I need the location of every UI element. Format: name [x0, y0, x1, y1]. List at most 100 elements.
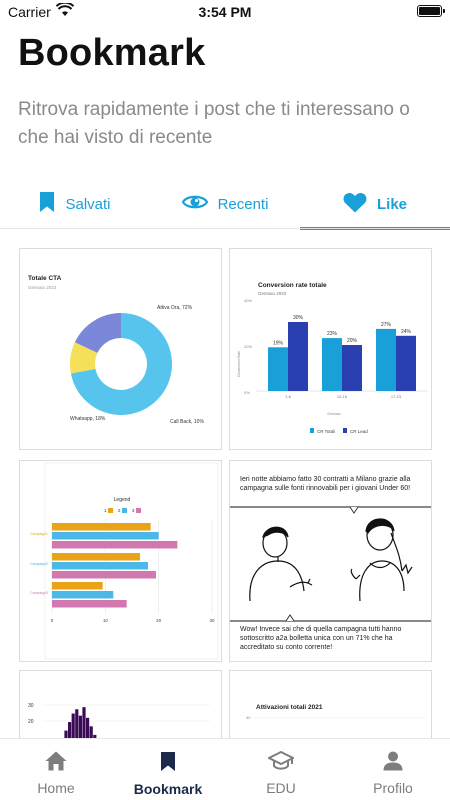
battery-icon	[417, 5, 445, 17]
data-label: 24%	[401, 329, 412, 335]
legend-label: 3	[132, 508, 135, 513]
legend-swatch	[136, 508, 141, 513]
eye-icon	[181, 193, 208, 215]
tab-salvati[interactable]: Salvati	[0, 178, 150, 230]
post-card-totale-cta[interactable]: Totale CTA Gennaio 2022 Attiva Ora, 72% …	[19, 248, 222, 450]
post-grid: Totale CTA Gennaio 2022 Attiva Ora, 72% …	[0, 230, 450, 738]
donut-slice	[74, 313, 121, 353]
post-card-conversion-rate[interactable]: Conversion rate totale Gennaio 2022 40% …	[229, 248, 432, 450]
y-tick: Campaign1	[30, 532, 48, 536]
bar	[52, 523, 151, 531]
nav-bookmark-label: Bookmark	[133, 781, 203, 797]
donut-slice	[70, 313, 172, 415]
user-icon	[383, 751, 403, 774]
bar	[52, 571, 156, 579]
data-label: 20%	[347, 338, 358, 344]
bar	[52, 541, 178, 549]
y-tick: 20	[28, 719, 34, 725]
home-icon	[45, 751, 67, 774]
comic-bottom-text: Wow! Invece sai che di quella campagna t…	[240, 626, 402, 651]
bar	[396, 335, 416, 391]
legend-title: Legend	[114, 497, 131, 503]
chart-title: Totale CTA	[28, 275, 62, 282]
legend-swatch	[122, 508, 127, 513]
bar	[268, 347, 288, 391]
nav-home[interactable]: Home	[0, 739, 112, 800]
chart-frame	[44, 462, 219, 660]
bar	[82, 707, 86, 738]
tab-recenti[interactable]: Recenti	[150, 178, 300, 230]
x-tick: 1-8	[285, 394, 292, 399]
x-tick: 10	[103, 618, 109, 623]
slice-label: Whatsapp, 18%	[70, 416, 106, 422]
comic-top-text: Ieri notte abbiamo fatto 30 contratti a …	[240, 476, 411, 492]
man-figure	[249, 526, 313, 602]
x-tick: 0	[51, 618, 54, 623]
chart-subtitle: Gennaio 2022	[28, 285, 57, 290]
legend-swatch	[343, 428, 347, 433]
bar	[52, 562, 148, 570]
y-tick: Campaign2	[30, 562, 48, 566]
totale-cta-chart: Totale CTA Gennaio 2022 Attiva Ora, 72% …	[28, 275, 204, 425]
legend-swatch	[108, 508, 113, 513]
slice-label: Attiva Ora, 72%	[157, 305, 193, 311]
tab-bar: Salvati Recenti Like	[0, 178, 450, 230]
nav-profilo[interactable]: Profilo	[337, 739, 449, 800]
tab-like[interactable]: Like	[300, 178, 450, 230]
bar	[64, 730, 68, 738]
bar-group: 19% 30% 1-8 23% 20% 10-16 27% 24% 17-23	[256, 315, 428, 399]
speech-tail	[285, 614, 295, 622]
carrier-label: Carrier	[8, 4, 51, 20]
graduation-cap-icon	[266, 750, 296, 774]
data-label: 19%	[273, 340, 284, 346]
donut-chart	[70, 313, 172, 415]
x-tick: 10-16	[337, 394, 348, 399]
y-axis-label: Conversion Rate	[237, 351, 241, 377]
woman-figure	[350, 518, 413, 602]
wifi-icon	[55, 1, 75, 20]
bar	[52, 553, 140, 561]
bar	[52, 600, 127, 608]
legend: 1 2 3	[104, 508, 141, 513]
y-tick: 40	[246, 715, 251, 720]
legend-label: 2	[118, 508, 121, 513]
chart-title: Attivazioni totali 2021	[256, 704, 323, 711]
bar	[93, 734, 97, 738]
post-card-comic[interactable]: Ieri notte abbiamo fatto 30 contratti a …	[229, 460, 432, 662]
donut-slice	[70, 342, 98, 374]
y-tick: 20%	[244, 344, 252, 349]
bar	[78, 715, 82, 738]
slice-label: Call Back, 10%	[170, 419, 204, 425]
bookmark-icon	[39, 191, 55, 217]
tabs-divider	[0, 228, 450, 229]
legend-label: CR Lead	[350, 429, 368, 434]
nav-edu-label: EDU	[266, 780, 296, 796]
nav-profilo-label: Profilo	[373, 780, 413, 796]
clock: 3:54 PM	[198, 4, 252, 20]
status-bar: Carrier 3:54 PM	[0, 0, 450, 24]
bar	[75, 709, 79, 738]
histogram-bars	[64, 707, 97, 738]
nav-edu[interactable]: EDU	[225, 739, 337, 800]
bar	[86, 717, 90, 738]
tab-salvati-label: Salvati	[65, 195, 111, 213]
tab-recenti-label: Recenti	[217, 195, 269, 213]
x-tick: 17-23	[391, 394, 402, 399]
tab-like-label: Like	[376, 195, 407, 213]
bar	[89, 726, 93, 738]
campaign-bars-chart: Legend 1 2 3 0 10 20 30 Campaign1 Campaign2 Ca…	[30, 462, 219, 660]
post-card-campaign-bars[interactable]: Legend 1 2 3 0 10 20 30 Campaign1 Campaign2 Ca…	[19, 460, 222, 662]
chart-title: Conversion rate totale	[258, 282, 327, 289]
post-card-attivazioni[interactable]: Attivazioni totali 2021 40	[229, 670, 432, 738]
conversion-rate-chart: Conversion rate totale Gennaio 2022 40% …	[237, 282, 428, 434]
nav-bookmark[interactable]: Bookmark	[112, 739, 224, 800]
data-label: 27%	[381, 322, 392, 328]
bar-group: 0 10 20 30 Campaign1 Campaign2 Campaign3	[30, 519, 215, 623]
bar	[322, 338, 342, 391]
nav-home-label: Home	[37, 780, 75, 796]
bar	[52, 591, 114, 599]
heart-icon	[343, 192, 367, 217]
post-card-histogram[interactable]: 30 20	[19, 670, 222, 738]
x-axis-label: Gennaio	[327, 412, 340, 416]
legend-label: 1	[104, 508, 107, 513]
